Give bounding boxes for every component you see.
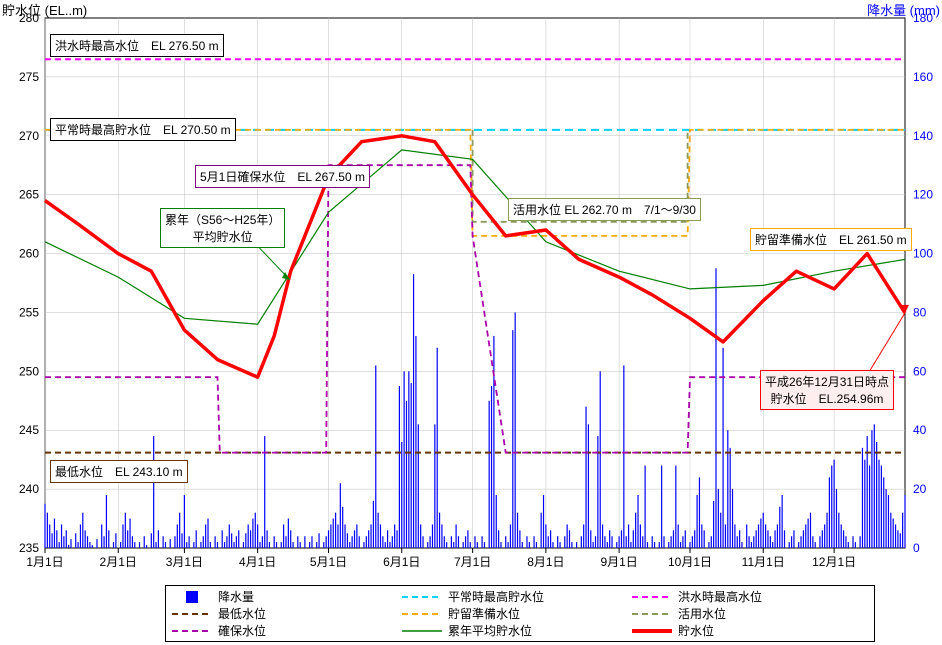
svg-text:5月1日: 5月1日: [310, 555, 347, 569]
annotation-secured_may1: 5月1日確保水位 EL 267.50 m: [195, 165, 370, 188]
annotation-flood_max: 洪水時最高水位 EL 276.50 m: [50, 34, 224, 57]
annotation-final_pt: 平成26年12月31日時点貯水位 EL.254.96m: [760, 370, 894, 410]
svg-text:10月1日: 10月1日: [668, 555, 712, 569]
legend-item: 貯留準備水位: [398, 605, 628, 622]
svg-text:265: 265: [19, 188, 39, 202]
legend-item: 貯水位: [628, 622, 858, 639]
svg-text:2月1日: 2月1日: [100, 555, 137, 569]
svg-text:275: 275: [19, 70, 39, 84]
legend-label: 洪水時最高水位: [678, 588, 762, 605]
legend-item: 累年平均貯水位: [398, 622, 628, 639]
legend-label: 貯水位: [678, 622, 714, 639]
legend-item: 活用水位: [628, 605, 858, 622]
svg-text:9月1日: 9月1日: [600, 555, 637, 569]
annotation-avg_years: 累年（S56～H25年）平均貯水位: [160, 208, 285, 248]
svg-text:245: 245: [19, 423, 39, 437]
svg-text:1月1日: 1月1日: [26, 555, 63, 569]
svg-text:7月1日: 7月1日: [454, 555, 491, 569]
legend: 降水量 平常時最高貯水位 洪水時最高水位最低水位 貯留準備水位 活用水位確保水位 累年平均…: [165, 585, 875, 642]
svg-text:140: 140: [913, 129, 933, 143]
svg-text:8月1日: 8月1日: [527, 555, 564, 569]
svg-text:40: 40: [913, 423, 927, 437]
svg-text:160: 160: [913, 70, 933, 84]
legend-item: 洪水時最高水位: [628, 588, 858, 605]
svg-text:4月1日: 4月1日: [239, 555, 276, 569]
svg-text:11月1日: 11月1日: [742, 555, 785, 569]
svg-text:250: 250: [19, 364, 39, 378]
legend-label: 貯留準備水位: [448, 605, 520, 622]
legend-label: 累年平均貯水位: [448, 622, 532, 639]
legend-item: 降水量: [168, 588, 398, 605]
svg-text:120: 120: [913, 188, 933, 202]
svg-text:255: 255: [19, 305, 39, 319]
svg-text:3月1日: 3月1日: [166, 555, 203, 569]
annotation-utilization: 活用水位 EL 262.70 m 7/1～9/30: [508, 198, 701, 221]
annotation-min_level: 最低水位 EL 243.10 m: [50, 460, 188, 483]
legend-label: 活用水位: [678, 605, 726, 622]
reservoir-chart: 2352402452502552602652702752800204060801…: [0, 0, 942, 645]
legend-label: 平常時最高貯水位: [448, 588, 544, 605]
annotation-normal_max: 平常時最高貯水位 EL 270.50 m: [50, 118, 236, 141]
svg-text:12月1日: 12月1日: [812, 555, 856, 569]
svg-text:100: 100: [913, 247, 933, 261]
legend-label: 確保水位: [218, 622, 266, 639]
annotation-reserve_prep: 貯留準備水位 EL 261.50 m: [750, 228, 912, 251]
legend-item: 平常時最高貯水位: [398, 588, 628, 605]
svg-text:235: 235: [19, 541, 39, 555]
svg-text:260: 260: [19, 247, 39, 261]
legend-item: 最低水位: [168, 605, 398, 622]
svg-text:20: 20: [913, 482, 927, 496]
svg-text:60: 60: [913, 364, 927, 378]
left-axis-title: 貯水位 (EL..m): [2, 0, 87, 19]
svg-text:0: 0: [913, 541, 920, 555]
svg-text:240: 240: [19, 482, 39, 496]
legend-item: 確保水位: [168, 622, 398, 639]
legend-label: 降水量: [218, 588, 254, 605]
svg-text:6月1日: 6月1日: [383, 555, 420, 569]
right-axis-title: 降水量 (mm): [867, 0, 940, 19]
legend-label: 最低水位: [218, 605, 266, 622]
svg-text:80: 80: [913, 305, 927, 319]
svg-text:270: 270: [19, 129, 39, 143]
